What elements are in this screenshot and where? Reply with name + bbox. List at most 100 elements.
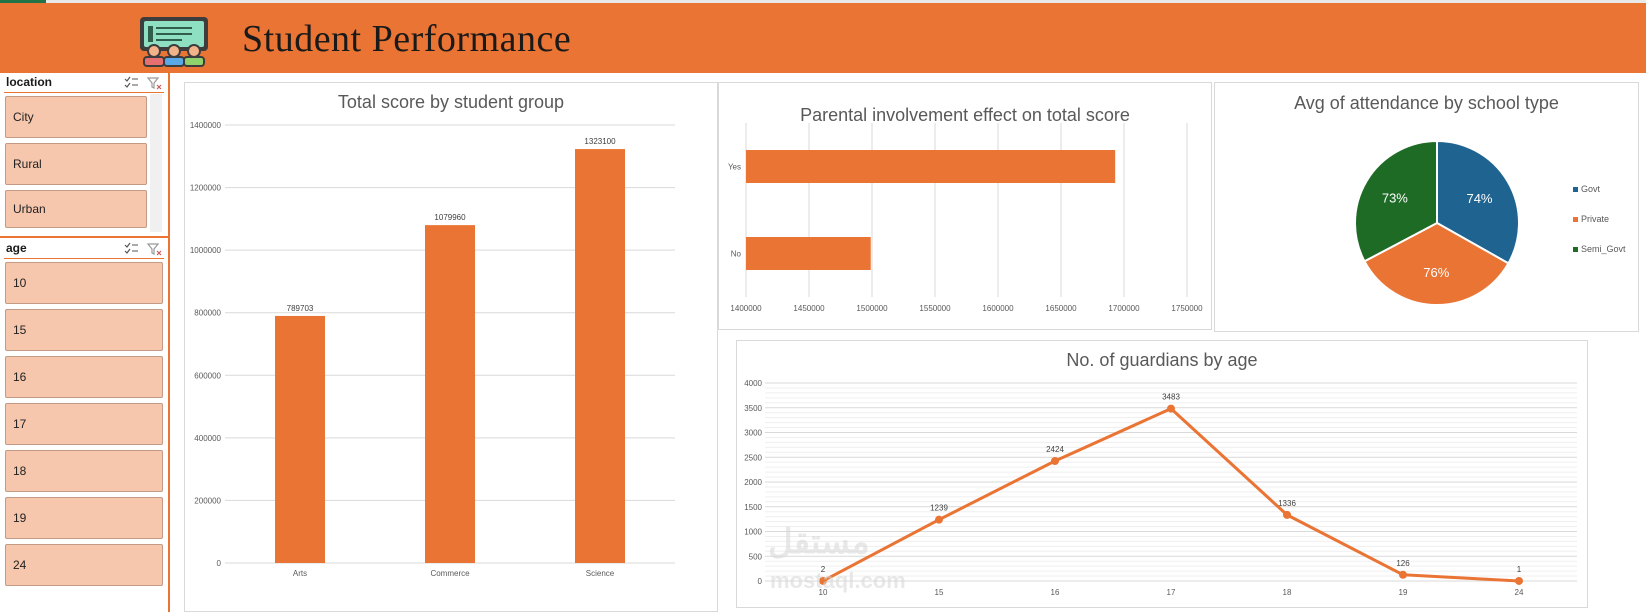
bar [275,315,325,563]
x-tick-label: 1500000 [856,304,888,313]
bar [746,150,1116,183]
student-group-bar-chart: 0 200000 400000 600000 800000 1000000 1200000 1… [190,121,675,578]
y-tick-label: 1000 [744,528,762,537]
x-tick-label: 16 [1051,588,1060,597]
pie-slice [1436,139,1520,265]
header-banner: Student Performance [0,3,1646,73]
y-tick-label: 4000 [744,379,762,388]
selected-column-marker [0,0,46,3]
page-title: Student Performance [242,18,572,60]
slicer-divider [4,92,164,93]
data-label: 789703 [287,304,314,313]
x-tick-label: 1550000 [919,304,951,313]
series-line [822,407,1520,583]
age-item-18[interactable]: 18 [5,450,163,492]
data-label: 76% [1423,265,1449,280]
location-slicer[interactable]: location City Rural Urban [0,73,168,235]
guardians-line-chart-panel[interactable]: No. of guardians by age 0 500 1000 1500 2000… [736,340,1588,608]
legend-label: Private [1581,214,1609,224]
y-tick-label: 500 [749,552,763,561]
x-tick-label: 1400000 [730,304,762,313]
data-point [1283,510,1291,519]
legend-label: Govt [1581,184,1601,194]
y-tick-label: No [731,250,742,259]
location-slicer-title: location [6,75,53,89]
y-tick-label: 800000 [194,309,221,318]
age-item-15[interactable]: 15 [5,309,163,351]
x-tick-label: 18 [1283,588,1292,597]
slicer-separator [0,236,168,238]
y-tick-label: 0 [217,559,222,568]
y-tick-label: 2000 [744,478,762,487]
data-label: 1336 [1278,499,1296,508]
x-tick-label: 1700000 [1108,304,1140,313]
data-label: 1079960 [434,213,466,222]
multi-select-icon[interactable] [124,242,138,254]
sheet-column-strip [0,0,1646,3]
parental-involvement-bar-chart: 1400000 1450000 1500000 1550000 1600000 16500… [728,123,1203,313]
data-point [1515,576,1523,585]
sidebar-divider [168,73,170,612]
clear-filter-icon[interactable] [146,77,162,90]
age-item-19[interactable]: 19 [5,497,163,539]
student-group-chart-panel[interactable]: Total score by student group 0 200000 4000… [184,82,718,612]
y-tick-label: 1400000 [190,121,222,130]
slicer-divider [4,258,164,259]
data-label: 1 [1517,565,1522,574]
y-tick-label: Yes [728,163,741,172]
x-tick-label: Arts [293,569,307,578]
attendance-pie-chart: 74% 76% 73% Govt Private Semi_Govt [1354,139,1626,306]
location-slicer-scrollbar[interactable] [150,94,162,232]
y-tick-label: 1000000 [190,246,222,255]
age-item-16[interactable]: 16 [5,356,163,398]
data-point [1051,457,1059,466]
x-tick-label: 10 [819,588,828,597]
x-tick-label: 15 [935,588,944,597]
bar [575,149,625,563]
data-label: 2424 [1046,445,1064,454]
location-item-urban[interactable]: Urban [5,190,147,228]
data-label: 74% [1466,191,1492,206]
x-tick-label: 1600000 [982,304,1014,313]
bar [425,225,475,563]
pie-slice [1363,221,1510,306]
location-item-rural[interactable]: Rural [5,143,147,185]
x-tick-label: Science [586,569,615,578]
data-label: 126 [1396,559,1410,568]
data-label: 2 [821,565,826,574]
data-label: 3483 [1162,393,1180,402]
location-item-city[interactable]: City [5,96,147,138]
multi-select-icon[interactable] [124,76,138,88]
pie-slice [1354,139,1438,263]
legend-swatch [1573,217,1578,222]
parental-involvement-chart-panel[interactable]: Parental involvement effect on total sco… [718,82,1212,330]
chart-title: No. of guardians by age [1066,350,1258,370]
age-item-24[interactable]: 24 [5,544,163,586]
clear-filter-icon[interactable] [146,243,162,256]
watermark: مستقل [768,523,870,561]
data-point [819,576,827,585]
data-label: 73% [1382,191,1408,206]
attendance-pie-chart-panel[interactable]: Avg of attendance by school type 74% 76% 7… [1214,82,1639,332]
y-tick-label: 400000 [194,434,221,443]
y-tick-label: 200000 [194,496,221,505]
age-item-10[interactable]: 10 [5,262,163,304]
y-tick-label: 1200000 [190,184,222,193]
x-tick-label: 1650000 [1045,304,1077,313]
y-tick-label: 2500 [744,453,762,462]
legend-label: Semi_Govt [1581,244,1626,254]
y-tick-label: 1500 [744,503,762,512]
y-tick-label: 600000 [194,371,221,380]
data-point [1399,570,1407,579]
bar [746,237,871,270]
age-slicer[interactable]: age 10 15 16 17 18 19 24 [0,239,168,612]
x-tick-label: 1450000 [793,304,825,313]
legend-swatch [1573,187,1578,192]
data-point [1167,404,1175,413]
age-slicer-title: age [6,241,27,255]
y-tick-label: 3500 [744,404,762,413]
chart-title: Avg of attendance by school type [1294,93,1559,113]
age-item-17[interactable]: 17 [5,403,163,445]
watermark-url: mostaql.com [770,568,906,593]
legend-swatch [1573,247,1578,252]
